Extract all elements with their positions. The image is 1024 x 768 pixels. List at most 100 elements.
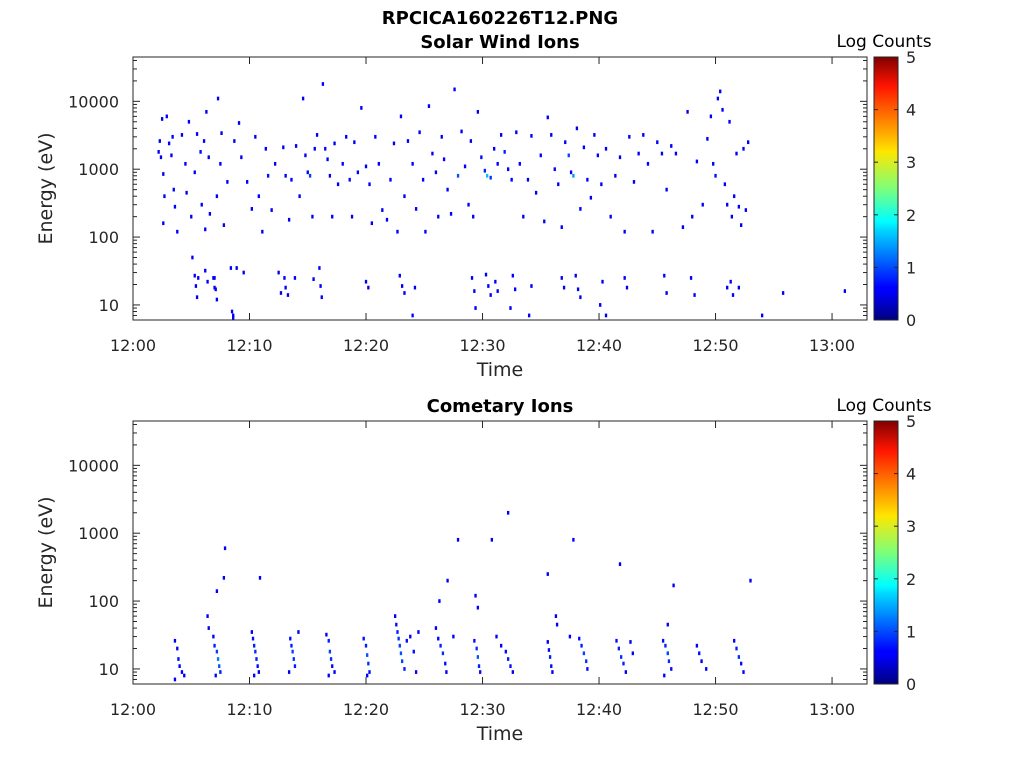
- heatmap-cell: [205, 109, 208, 114]
- heatmap-cell: [740, 661, 743, 666]
- heatmap-cell: [162, 221, 165, 226]
- heatmap-cell: [318, 266, 321, 270]
- heatmap-cell: [222, 575, 226, 580]
- heatmap-cell: [467, 202, 470, 207]
- heatmap-cell: [445, 670, 448, 674]
- heatmap-cell: [562, 285, 566, 290]
- heatmap-cell: [370, 221, 374, 226]
- heatmap-cell: [360, 106, 363, 110]
- y-tick-label: 10: [99, 296, 119, 315]
- heatmap-cell: [437, 214, 440, 219]
- heatmap-cell: [735, 646, 738, 651]
- heatmap-cell: [731, 293, 735, 297]
- heatmap-cell: [173, 638, 177, 643]
- heatmap-cell: [321, 82, 325, 86]
- heatmap-cell: [723, 182, 727, 187]
- heatmap-cell: [200, 202, 203, 207]
- heatmap-cell: [353, 140, 356, 145]
- heatmap-cell: [705, 667, 708, 671]
- heatmap-cell: [730, 214, 734, 219]
- heatmap-cell: [477, 664, 481, 668]
- heatmap-cell: [496, 161, 499, 166]
- heatmap-cell: [204, 268, 207, 273]
- heatmap-cell: [185, 190, 188, 195]
- heatmap-cell: [257, 670, 260, 674]
- heatmap-cell: [452, 634, 455, 639]
- heatmap-cell: [474, 593, 477, 598]
- heatmap-cell: [472, 214, 475, 219]
- colorbar-title: Log Counts: [836, 396, 931, 416]
- heatmap-cell: [327, 638, 330, 643]
- heatmap-cell: [215, 194, 219, 199]
- colorbar-tick-label: 2: [906, 570, 916, 589]
- y-tick-label: 10000: [68, 456, 119, 475]
- heatmap-cell: [366, 653, 369, 657]
- heatmap-cell: [291, 649, 294, 654]
- heatmap-cell: [195, 295, 199, 300]
- heatmap-cell: [456, 537, 460, 542]
- heatmap-cell: [292, 657, 295, 661]
- heatmap-cell: [171, 134, 174, 139]
- heatmap-cell: [479, 670, 482, 674]
- heatmap-cell: [446, 578, 449, 583]
- heatmap-cell: [843, 289, 847, 293]
- heatmap-cell: [483, 168, 487, 173]
- heatmap-cell: [176, 646, 179, 651]
- heatmap-cell: [575, 126, 579, 131]
- heatmap-cell: [446, 187, 449, 192]
- heatmap-cell: [219, 670, 222, 674]
- heatmap-cell: [213, 276, 216, 280]
- heatmap-cell: [441, 651, 445, 656]
- heatmap-cell: [368, 670, 371, 674]
- heatmap-cell: [506, 510, 510, 515]
- heatmap-cell: [642, 133, 645, 137]
- heatmap-cell: [306, 170, 309, 175]
- colorbar-tick-label: 0: [906, 311, 916, 330]
- heatmap-cell: [214, 287, 217, 292]
- heatmap-cell: [187, 119, 191, 124]
- heatmap-cell: [226, 180, 229, 184]
- heatmap-cell: [254, 649, 257, 654]
- y-tick-label: 10000: [68, 92, 119, 111]
- heatmap-cell: [728, 119, 731, 124]
- heatmap-cell: [693, 293, 696, 297]
- axes-box: [132, 56, 868, 321]
- heatmap-cell: [297, 630, 300, 634]
- heatmap-cell: [180, 670, 184, 674]
- heatmap-cell: [222, 223, 226, 227]
- colorbar: [873, 56, 899, 321]
- heatmap-cell: [284, 285, 287, 290]
- x-tick-label: 13:00: [809, 336, 855, 355]
- x-tick-label: 12:40: [576, 700, 622, 719]
- heatmap-cell: [290, 177, 293, 182]
- heatmap-cell: [691, 214, 694, 219]
- figure-title: RPCICA160226T12.PNG: [382, 8, 618, 29]
- x-tick-label: 12:10: [226, 336, 272, 355]
- heatmap-cell: [721, 107, 724, 112]
- heatmap-cell: [737, 204, 741, 209]
- heatmap-cell: [551, 670, 554, 674]
- heatmap-cell: [177, 657, 180, 661]
- heatmap-cell: [176, 229, 179, 234]
- heatmap-cell: [489, 175, 492, 180]
- heatmap-cell: [742, 146, 745, 151]
- heatmap-cell: [233, 139, 236, 143]
- colorbar-tick-label: 2: [906, 206, 916, 225]
- heatmap-cell: [287, 217, 291, 222]
- heatmap-cell: [665, 187, 668, 192]
- heatmap-cell: [367, 285, 370, 290]
- heatmap-cell: [484, 272, 488, 277]
- heatmap-cell: [666, 651, 669, 656]
- heatmap-cell: [518, 161, 521, 166]
- heatmap-cell: [726, 285, 729, 290]
- heatmap-cell: [396, 630, 399, 634]
- heatmap-cell: [631, 651, 634, 656]
- heatmap-cell: [579, 295, 582, 300]
- heatmap-cell: [329, 657, 333, 661]
- heatmap-cell: [364, 279, 368, 284]
- heatmap-cell: [208, 211, 212, 216]
- heatmap-cell: [546, 572, 549, 576]
- heatmap-cell: [663, 673, 666, 678]
- heatmap-cell: [364, 164, 368, 169]
- heatmap-cell: [689, 276, 693, 280]
